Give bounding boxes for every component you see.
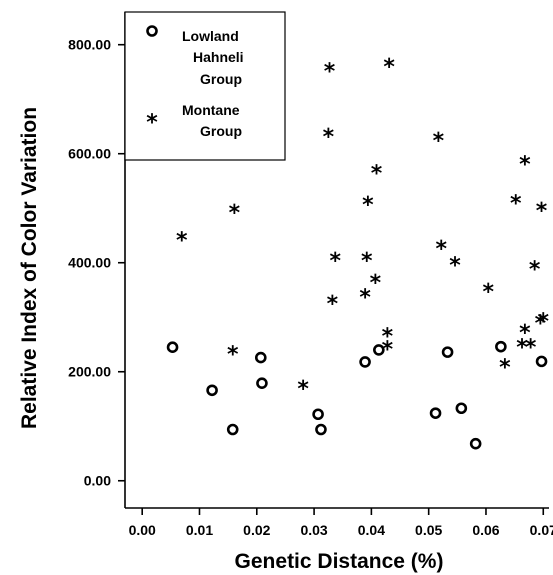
point-montane: *	[535, 311, 547, 336]
point-montane: *	[327, 292, 339, 317]
x-tick-label: 0.07	[530, 522, 553, 538]
y-tick-label: 0.00	[84, 473, 111, 489]
point-montane: *	[324, 59, 336, 84]
legend-lowland-line-2: Hahneli	[193, 49, 244, 65]
point-montane: *	[536, 199, 548, 224]
legend-lowland-line-1: Lowland	[182, 28, 239, 44]
point-montane: *	[382, 324, 394, 349]
y-tick-label: 800.00	[68, 37, 111, 53]
x-axis-ticks: 0.00 0.01 0.02 0.03 0.04 0.05 0.06 0.07	[129, 508, 553, 538]
x-tick-label: 0.00	[129, 522, 156, 538]
point-lowland-hahneli	[455, 402, 468, 415]
legend-montane-star-icon: *	[146, 111, 158, 136]
legend-montane-line-1: Montane	[182, 102, 240, 118]
point-montane: *	[361, 249, 373, 274]
y-axis-ticks: 0.00 200.00 400.00 600.00 800.00	[68, 37, 125, 489]
x-tick-label: 0.06	[472, 522, 499, 538]
point-montane: *	[371, 161, 383, 186]
point-lowland-hahneli	[206, 384, 218, 397]
point-montane: *	[519, 321, 531, 346]
point-lowland-hahneli	[359, 356, 371, 368]
point-lowland-hahneli	[166, 341, 179, 354]
point-montane: *	[433, 129, 445, 154]
x-tick-label: 0.03	[300, 522, 327, 538]
y-tick-label: 400.00	[68, 255, 111, 271]
point-montane: *	[229, 201, 241, 226]
point-montane: *	[227, 342, 239, 367]
point-montane: *	[519, 153, 531, 178]
point-montane: *	[176, 228, 188, 253]
point-montane: *	[525, 335, 537, 360]
point-montane: *	[529, 257, 541, 282]
point-lowland-hahneli	[495, 340, 507, 353]
x-tick-label: 0.01	[186, 522, 213, 538]
x-tick-label: 0.05	[415, 522, 442, 538]
point-montane: *	[436, 237, 448, 262]
point-montane: *	[362, 193, 374, 218]
point-lowland-hahneli	[312, 408, 324, 421]
point-montane: *	[538, 310, 550, 335]
point-montane: *	[359, 286, 371, 311]
point-lowland-hahneli	[469, 437, 482, 450]
legend-lowland-circle-icon	[146, 25, 158, 37]
x-tick-label: 0.02	[243, 522, 270, 538]
y-tick-label: 200.00	[68, 364, 111, 380]
legend-lowland-line-3: Group	[200, 71, 242, 87]
legend-montane-line-2: Group	[200, 123, 242, 139]
point-lowland-hahneli	[535, 355, 548, 368]
point-lowland-hahneli	[315, 423, 327, 436]
point-montane: *	[323, 125, 335, 150]
y-tick-label: 600.00	[68, 146, 111, 162]
point-montane: *	[510, 191, 522, 216]
point-montane: *	[516, 335, 528, 360]
point-lowland-hahneli	[226, 423, 239, 436]
point-lowland-hahneli	[373, 344, 385, 356]
y-axis-title: Relative Index of Color Variation	[18, 107, 41, 429]
point-montane: *	[370, 271, 382, 296]
point-montane: *	[483, 280, 495, 305]
x-tick-label: 0.04	[358, 522, 385, 538]
point-lowland-hahneli	[441, 346, 454, 358]
point-montane: *	[449, 253, 461, 278]
data-points: ******************************	[166, 55, 550, 450]
point-lowland-hahneli	[429, 407, 442, 419]
point-montane: *	[297, 377, 309, 402]
legend: Lowland Hahneli Group * Montane Group	[124, 11, 286, 161]
point-montane: *	[383, 55, 395, 80]
point-lowland-hahneli	[254, 351, 267, 364]
x-axis-title: Genetic Distance (%)	[235, 550, 444, 573]
point-lowland-hahneli	[256, 377, 268, 389]
point-montane: *	[330, 249, 342, 274]
point-montane: *	[499, 355, 511, 380]
point-montane: *	[382, 337, 394, 362]
